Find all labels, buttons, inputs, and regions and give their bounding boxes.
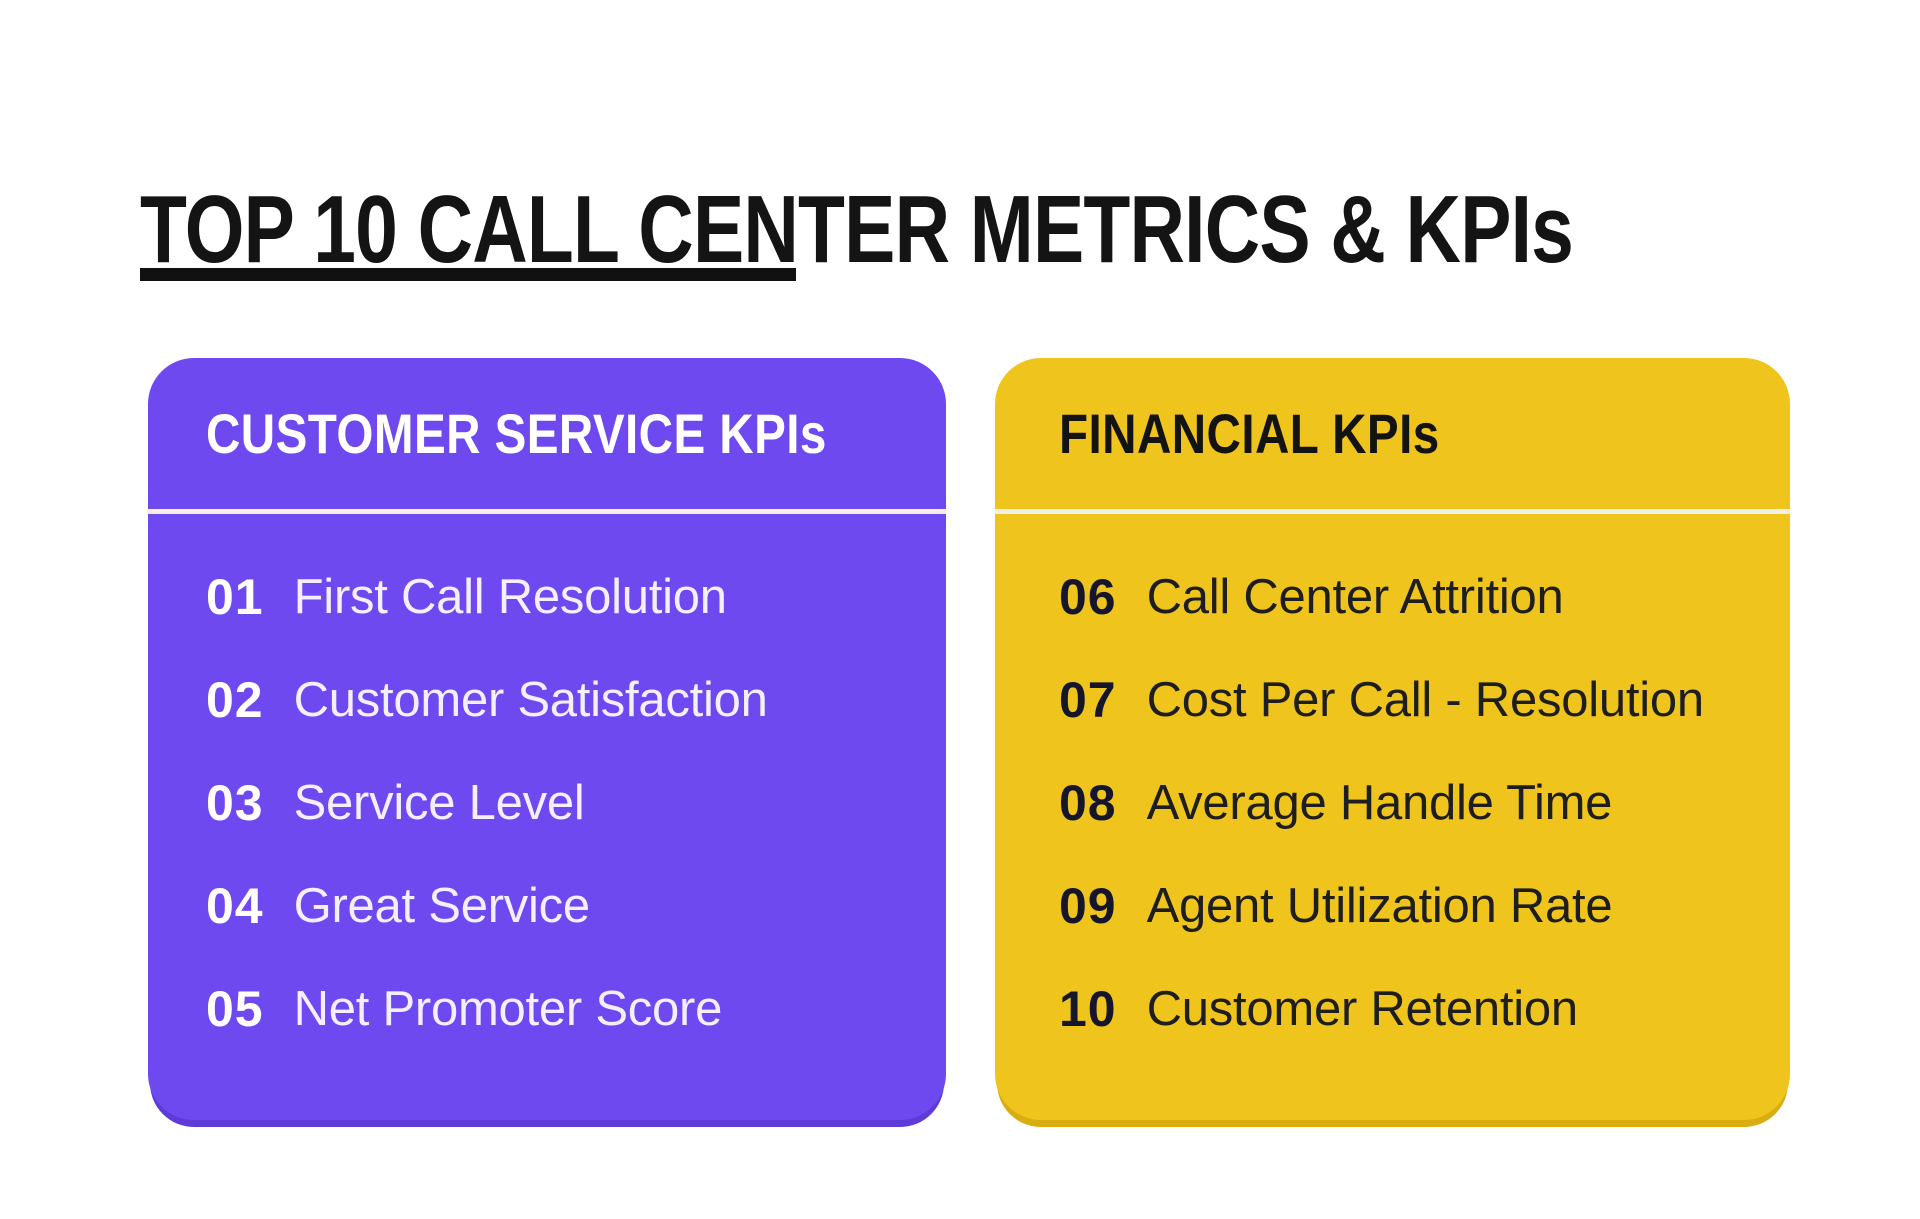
kpi-item-number: 06 [1059, 568, 1117, 625]
kpi-item-label: First Call Resolution [293, 569, 727, 624]
kpi-item-label: Customer Satisfaction [293, 672, 768, 727]
kpi-list-item: 09 Agent Utilization Rate [1059, 854, 1790, 957]
customer-service-header-divider [148, 509, 946, 514]
kpi-list-item: 07 Cost Per Call - Resolution [1059, 648, 1790, 751]
kpi-list-item: 06 Call Center Attrition [1059, 545, 1790, 648]
customer-service-card-header: CUSTOMER SERVICE KPIs [148, 358, 946, 509]
kpi-item-number: 02 [206, 671, 264, 728]
title-underline [140, 268, 796, 281]
kpi-item-label: Average Handle Time [1146, 775, 1613, 830]
page-title: TOP 10 CALL CENTER METRICS & KPIs [140, 182, 1920, 278]
page-title-text: TOP 10 CALL CENTER METRICS & KPIs [140, 176, 1574, 284]
financial-kpi-list: 06 Call Center Attrition 07 Cost Per Cal… [995, 514, 1790, 1060]
customer-service-kpi-list: 01 First Call Resolution 02 Customer Sat… [148, 514, 946, 1060]
kpi-list-item: 10 Customer Retention [1059, 957, 1790, 1060]
kpi-list-item: 05 Net Promoter Score [206, 957, 946, 1060]
customer-service-card-title: CUSTOMER SERVICE KPIs [206, 402, 827, 465]
kpi-list-item: 01 First Call Resolution [206, 545, 946, 648]
kpi-list-item: 02 Customer Satisfaction [206, 648, 946, 751]
kpi-item-number: 09 [1059, 877, 1117, 934]
kpi-list-item: 03 Service Level [206, 751, 946, 854]
kpi-item-label: Call Center Attrition [1146, 569, 1564, 624]
kpi-item-number: 08 [1059, 774, 1117, 831]
kpi-item-label: Cost Per Call - Resolution [1146, 672, 1704, 727]
kpi-item-label: Agent Utilization Rate [1146, 878, 1613, 933]
financial-card-header: FINANCIAL KPIs [995, 358, 1790, 509]
kpi-item-number: 07 [1059, 671, 1117, 728]
kpi-list-item: 08 Average Handle Time [1059, 751, 1790, 854]
kpi-item-number: 10 [1059, 980, 1117, 1037]
kpi-item-number: 05 [206, 980, 264, 1037]
kpi-item-label: Customer Retention [1146, 981, 1579, 1036]
financial-kpis-card: FINANCIAL KPIs 06 Call Center Attrition … [995, 358, 1790, 1120]
kpi-item-number: 04 [206, 877, 264, 934]
kpi-item-number: 03 [206, 774, 264, 831]
kpi-item-number: 01 [206, 568, 264, 625]
financial-card-title: FINANCIAL KPIs [1059, 402, 1440, 465]
customer-service-kpis-card: CUSTOMER SERVICE KPIs 01 First Call Reso… [148, 358, 946, 1120]
kpi-item-label: Net Promoter Score [293, 981, 723, 1036]
financial-header-divider [995, 509, 1790, 514]
kpi-item-label: Service Level [293, 775, 585, 830]
kpi-list-item: 04 Great Service [206, 854, 946, 957]
kpi-item-label: Great Service [293, 878, 591, 933]
